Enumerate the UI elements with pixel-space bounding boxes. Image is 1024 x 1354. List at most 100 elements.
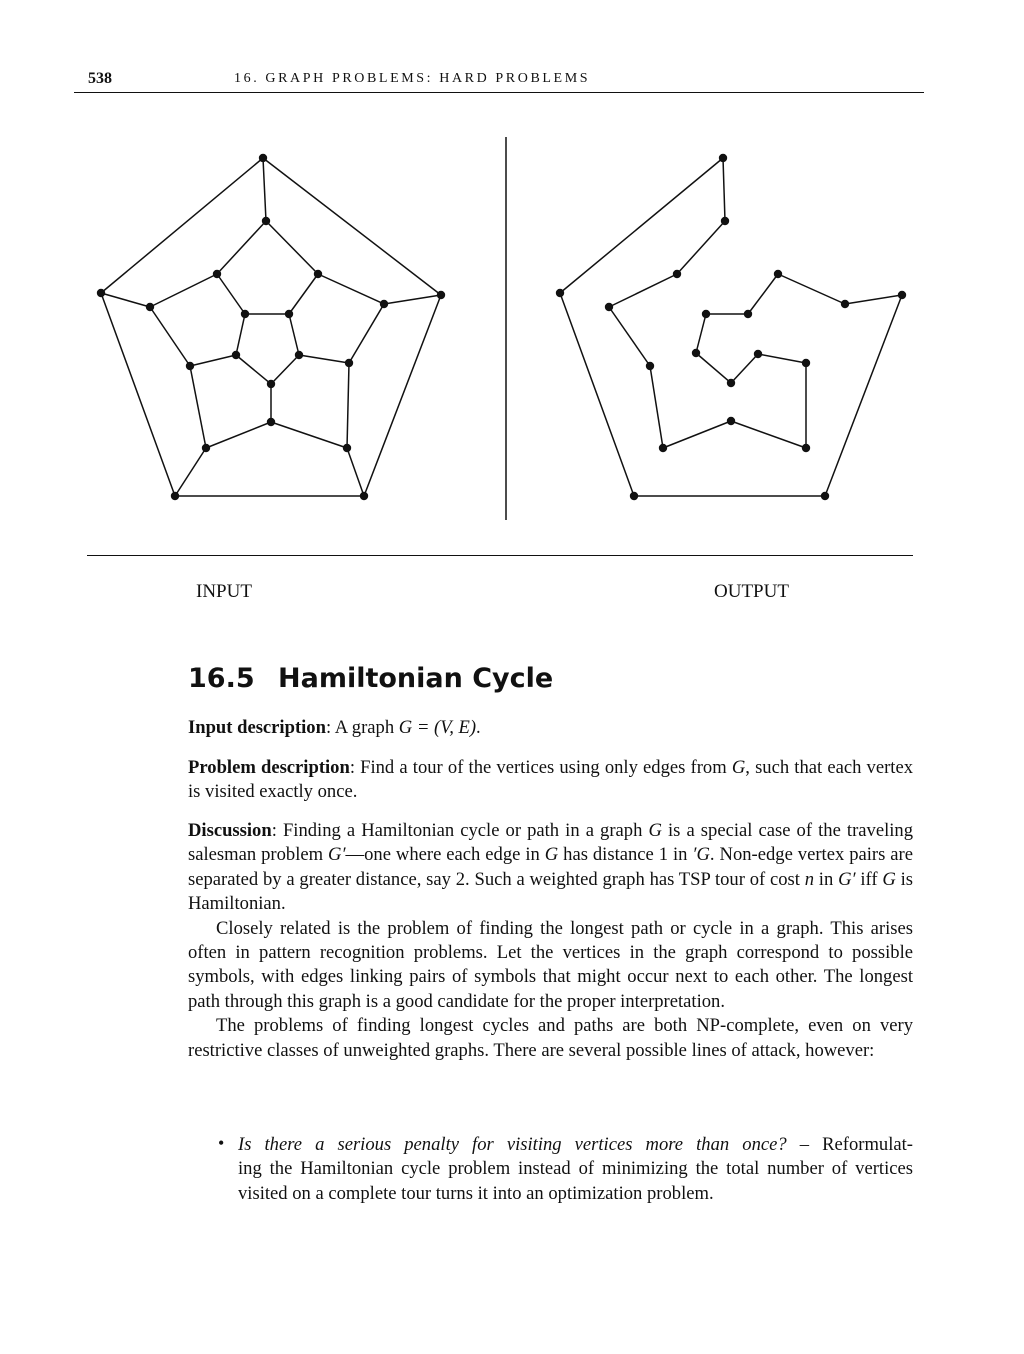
page-number: 538 — [88, 70, 112, 87]
input-edge — [235, 354, 272, 385]
input-edge — [288, 273, 319, 315]
input-description: Input description: A graph G = (V, E). — [188, 716, 913, 754]
output-vertex — [753, 349, 763, 359]
input-vertex — [261, 216, 271, 226]
output-vertex — [718, 153, 728, 163]
input-edge — [298, 354, 350, 364]
bullet-marker: • — [218, 1133, 225, 1153]
input-graph — [96, 153, 446, 501]
output-graph — [555, 153, 907, 501]
output-vertex — [820, 491, 830, 501]
input-vertex — [231, 350, 241, 360]
npcomplete-paragraph: The problems of finding longest cycles a… — [188, 1015, 913, 1061]
input-vertex — [266, 417, 276, 427]
output-vertex — [555, 288, 565, 298]
discussion-text: is Hamiltonian. — [188, 868, 913, 915]
tour-edge — [844, 294, 903, 305]
input-edge — [346, 447, 365, 497]
input-edge — [189, 365, 207, 449]
input-vertex — [145, 302, 155, 312]
output-vertex — [691, 348, 701, 358]
output-vertex — [801, 358, 811, 368]
input-vertex — [96, 288, 106, 298]
output-vertex — [645, 361, 655, 371]
discussion-math: G — [648, 820, 662, 841]
output-vertex — [629, 491, 639, 501]
output-vertex — [658, 443, 668, 453]
discussion-math: G′ — [328, 844, 346, 866]
caption-rule — [87, 555, 913, 556]
tour-edge — [559, 157, 724, 294]
bullet-dash: – — [786, 1134, 823, 1155]
tour-edge — [757, 353, 807, 364]
input-edge — [346, 362, 350, 449]
tour-edge — [824, 294, 903, 497]
output-vertex — [720, 216, 730, 226]
input-edge — [189, 354, 237, 367]
output-vertex — [743, 309, 753, 319]
discussion: Discussion: Finding a Hamiltonian cycle … — [188, 819, 913, 1063]
running-header: 538 16. GRAPH PROBLEMS: HARD PROBLEMS — [74, 70, 924, 93]
discussion-math: ′G — [692, 844, 710, 866]
tour-edge — [777, 273, 846, 305]
tour-edge — [608, 273, 678, 308]
input-vertex — [379, 299, 389, 309]
tour-edge — [649, 365, 664, 449]
input-label: Input description — [188, 717, 326, 738]
section-heading: 16.5 Hamiltonian Cycle — [188, 663, 553, 694]
input-vertex — [342, 443, 352, 453]
output-vertex — [726, 416, 736, 426]
tour-edge — [676, 220, 726, 275]
problem-description: Problem description: Find a tour of the … — [188, 756, 913, 805]
output-vertex — [897, 290, 907, 300]
tour-edge — [695, 352, 732, 384]
input-edge — [235, 313, 246, 356]
input-text-end: . — [476, 717, 481, 738]
tour-edge — [730, 353, 759, 384]
input-edge — [383, 294, 442, 305]
tour-edge — [695, 313, 707, 354]
discussion-text: is a special case of the traveling sales… — [188, 820, 913, 866]
tour-edge — [559, 292, 635, 497]
input-edge — [100, 292, 176, 497]
discussion-text: in — [814, 868, 839, 890]
discussion-math: n — [804, 868, 815, 890]
input-vertex — [294, 350, 304, 360]
input-edge — [288, 313, 300, 356]
discussion-text: iff — [855, 868, 883, 890]
section-number: 16.5 — [188, 663, 255, 694]
output-vertex — [840, 299, 850, 309]
discussion-text: —one where each edge in — [345, 844, 545, 866]
section-title: Hamiltonian Cycle — [278, 663, 554, 694]
input-caption: INPUT — [196, 581, 252, 602]
problem-text-end: , such that each vertex is visited exact… — [188, 757, 914, 803]
input-vertex — [284, 309, 294, 319]
problem-text: : Find a tour of the vertices using only… — [349, 757, 732, 778]
input-edge — [149, 306, 191, 367]
input-vertex — [258, 153, 268, 163]
input-edge — [270, 354, 300, 385]
input-vertex — [359, 491, 369, 501]
discussion-math: G — [544, 844, 559, 866]
input-vertex — [313, 269, 323, 279]
tour-edge — [722, 157, 726, 222]
hamiltonian-figure — [96, 137, 907, 520]
input-edge — [262, 157, 267, 222]
discussion-text: : Finding a Hamiltonian cycle or path in… — [271, 820, 649, 841]
output-vertex — [604, 302, 614, 312]
output-vertex — [701, 309, 711, 319]
running-title: 16. GRAPH PROBLEMS: HARD PROBLEMS — [234, 71, 591, 86]
output-vertex — [801, 443, 811, 453]
tour-edge — [730, 420, 807, 449]
bullet-text-rest: ing the Hamiltonian cycle problem instea… — [238, 1158, 913, 1204]
input-vertex — [266, 379, 276, 389]
problem-math: G — [731, 757, 746, 778]
discussion-text: . Non-edge vertex pairs are separated by… — [188, 844, 913, 890]
input-vertex — [240, 309, 250, 319]
bullet-question: Is there a serious penalty for visiting … — [238, 1134, 787, 1155]
input-edge — [265, 220, 319, 275]
input-edge — [174, 447, 207, 497]
input-edge — [317, 273, 385, 305]
input-vertex — [344, 358, 354, 368]
input-edge — [216, 220, 267, 275]
